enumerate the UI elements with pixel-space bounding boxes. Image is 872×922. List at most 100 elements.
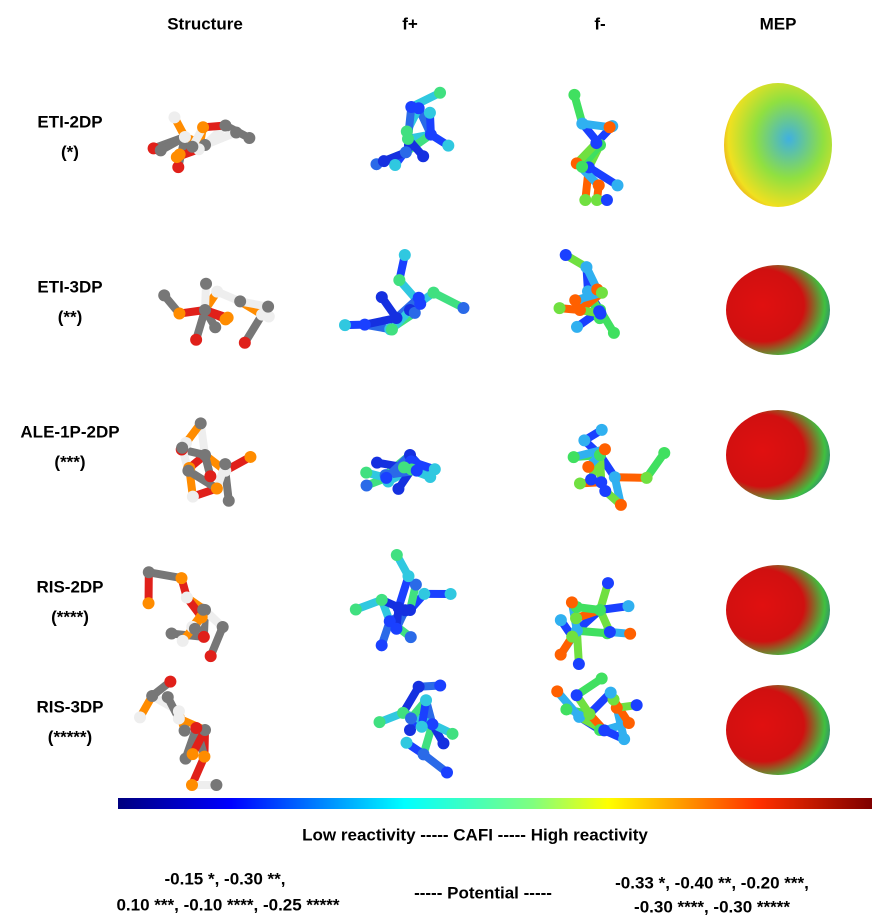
row-name: RIS-3DP	[36, 697, 103, 716]
atom	[350, 604, 362, 616]
potential-middle: ----- Potential -----	[414, 883, 552, 902]
atom	[200, 278, 212, 290]
atom	[618, 733, 630, 745]
atom	[401, 737, 413, 749]
atom	[609, 471, 621, 483]
atom	[566, 596, 578, 608]
atom	[416, 721, 428, 733]
atom	[209, 321, 221, 333]
atom	[190, 334, 202, 346]
atom	[198, 751, 210, 763]
atom	[146, 690, 158, 702]
atom	[134, 711, 146, 723]
atom	[658, 447, 670, 459]
atom	[182, 465, 194, 477]
atom	[571, 321, 583, 333]
atom	[631, 699, 643, 711]
atom	[574, 477, 586, 489]
mep-surface	[726, 265, 830, 355]
atom	[186, 779, 198, 791]
atom	[573, 711, 585, 723]
molecule	[374, 680, 459, 779]
atom	[230, 126, 242, 138]
atom	[199, 449, 211, 461]
mep-surface	[726, 685, 830, 775]
atom	[361, 480, 373, 492]
molecule	[568, 424, 671, 511]
atom	[179, 131, 191, 143]
molecule	[370, 87, 454, 171]
row-note: (**)	[58, 307, 83, 326]
atom	[189, 623, 201, 635]
atom	[420, 694, 432, 706]
atom	[428, 287, 440, 299]
molecule	[158, 278, 275, 349]
row-name: RIS-2DP	[36, 577, 103, 596]
atom	[599, 485, 611, 497]
atom	[445, 588, 457, 600]
atom	[605, 687, 617, 699]
atom	[376, 291, 388, 303]
column-header: f-	[594, 14, 605, 33]
atom	[401, 125, 413, 137]
atom	[380, 472, 392, 484]
atom	[623, 717, 635, 729]
atom	[143, 566, 155, 578]
atom	[155, 144, 167, 156]
atom	[442, 140, 454, 152]
row-note: (***)	[54, 452, 85, 471]
atom	[172, 161, 184, 173]
atom	[339, 319, 351, 331]
mep-surface	[726, 565, 830, 655]
atom	[569, 294, 581, 306]
atom	[186, 141, 198, 153]
atom	[555, 649, 567, 661]
molecule	[350, 549, 457, 651]
atom	[205, 650, 217, 662]
atom	[244, 451, 256, 463]
atom	[434, 680, 446, 692]
atom	[399, 249, 411, 261]
atom	[413, 292, 425, 304]
atom	[554, 302, 566, 314]
atom	[405, 101, 417, 113]
molecule	[148, 111, 256, 173]
atom	[413, 681, 425, 693]
atom	[173, 705, 185, 717]
atom	[386, 323, 398, 335]
atom	[166, 628, 178, 640]
molecule	[339, 249, 469, 335]
molecule	[551, 673, 642, 746]
atom	[576, 118, 588, 130]
atom	[190, 722, 202, 734]
atom	[197, 604, 209, 616]
atom	[441, 766, 453, 778]
atom	[437, 737, 449, 749]
atom	[219, 120, 231, 132]
atom	[425, 129, 437, 141]
atom	[223, 495, 235, 507]
atom	[234, 295, 246, 307]
atom	[582, 461, 594, 473]
atom	[359, 319, 371, 331]
atom	[571, 689, 583, 701]
atom	[573, 658, 585, 670]
molecule	[143, 566, 229, 662]
atom	[143, 597, 155, 609]
mep-surface	[724, 83, 832, 207]
atom	[211, 482, 223, 494]
atom	[181, 592, 193, 604]
atom	[217, 621, 229, 633]
atom	[593, 179, 605, 191]
mep-surface	[726, 410, 830, 500]
atom	[604, 626, 616, 638]
atom	[568, 451, 580, 463]
atom	[392, 483, 404, 495]
atom	[579, 194, 591, 206]
atom	[402, 570, 414, 582]
row-note: (****)	[51, 607, 89, 626]
atom	[197, 121, 209, 133]
atom	[578, 434, 590, 446]
atom	[434, 87, 446, 99]
atom	[417, 150, 429, 162]
